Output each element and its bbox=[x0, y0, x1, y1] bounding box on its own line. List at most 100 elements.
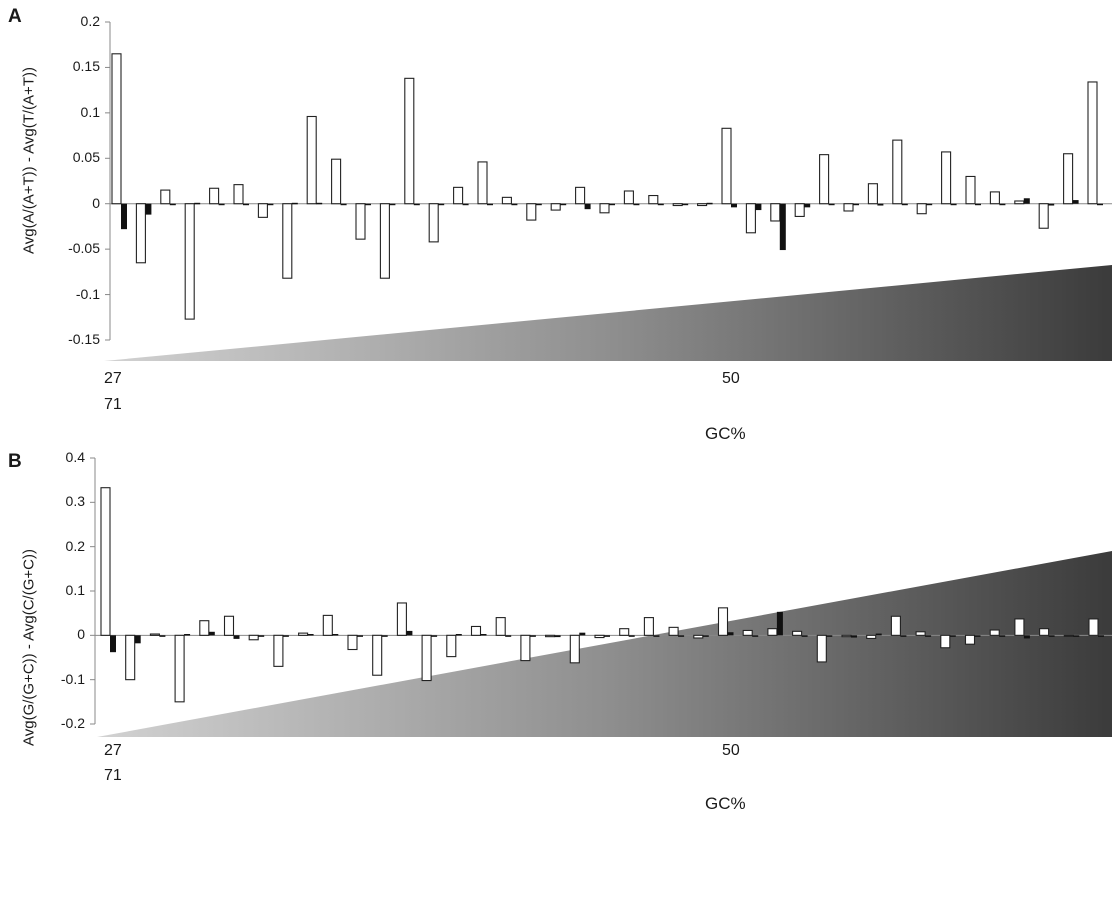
bar-black bbox=[480, 634, 487, 636]
y-tick-label: 0 bbox=[92, 194, 100, 211]
bar-black bbox=[233, 635, 240, 639]
bar-white bbox=[273, 634, 284, 667]
bar-black bbox=[653, 635, 660, 637]
bar-white bbox=[223, 615, 235, 636]
bar-white bbox=[941, 151, 952, 205]
bar-black bbox=[357, 635, 363, 637]
bar-white bbox=[693, 634, 704, 639]
bar-black bbox=[462, 203, 469, 206]
y-tick-label: 0.3 bbox=[65, 493, 85, 510]
y-tick-label: -0.1 bbox=[60, 670, 85, 687]
bar-white bbox=[1063, 153, 1074, 205]
bar-white bbox=[421, 634, 432, 682]
y-tick-label: 0.2 bbox=[80, 13, 100, 29]
bar-white bbox=[111, 53, 122, 205]
bar-black bbox=[584, 203, 591, 210]
bar-white bbox=[643, 617, 654, 636]
bar-black bbox=[218, 203, 225, 206]
bar-white bbox=[916, 203, 927, 215]
bar-black bbox=[381, 635, 388, 637]
bar-black bbox=[208, 631, 215, 636]
y-tick-label: 0.1 bbox=[80, 103, 100, 120]
bar-black bbox=[169, 203, 176, 206]
bar-white bbox=[989, 191, 1000, 205]
bar-white bbox=[841, 634, 852, 638]
bar-black bbox=[702, 635, 709, 637]
panel-letter: B bbox=[8, 451, 22, 472]
bar-black bbox=[1023, 198, 1030, 204]
bar-white bbox=[355, 203, 366, 240]
bar-white bbox=[819, 154, 830, 205]
panel-letter: A bbox=[8, 6, 22, 27]
y-tick-label: 0.05 bbox=[72, 149, 100, 166]
y-tick-label: 0.15 bbox=[72, 58, 100, 75]
gc-gradient-wedge bbox=[97, 551, 1112, 737]
bar-white bbox=[199, 620, 210, 636]
bar-white bbox=[965, 175, 976, 205]
bar-black bbox=[776, 611, 783, 636]
bar-white bbox=[717, 607, 729, 636]
bar-white bbox=[1063, 634, 1074, 637]
bar-white bbox=[149, 633, 160, 636]
bar-white bbox=[867, 183, 878, 205]
bar-black bbox=[110, 635, 116, 653]
bar-white bbox=[770, 203, 781, 222]
bar-white bbox=[915, 631, 926, 636]
bar-white bbox=[331, 158, 342, 205]
bar-black bbox=[949, 635, 956, 637]
bar-white bbox=[1014, 618, 1025, 636]
bar-white bbox=[184, 203, 195, 320]
bar-black bbox=[974, 635, 981, 637]
bar-black bbox=[1097, 203, 1103, 206]
bar-white bbox=[257, 203, 268, 218]
bar-white bbox=[477, 161, 488, 205]
gc-gradient-wedge bbox=[104, 265, 1112, 361]
x-tick-label-mid: 50 bbox=[722, 370, 740, 387]
bar-white bbox=[575, 186, 586, 205]
bar-black bbox=[628, 635, 635, 637]
panel-b: B Avg(G/(G+C)) - Avg(C/(G+C)) 27 71 50 G… bbox=[0, 447, 1112, 897]
bar-black bbox=[1048, 203, 1055, 206]
y-tick-label: 0.1 bbox=[65, 582, 85, 598]
bar-black bbox=[291, 202, 298, 205]
bar-white bbox=[672, 203, 683, 207]
bar-black bbox=[282, 635, 289, 637]
bar-white bbox=[396, 602, 407, 636]
bar-black bbox=[258, 635, 265, 637]
bar-white bbox=[372, 634, 383, 676]
bar-black bbox=[877, 203, 884, 206]
panel-a: A Avg(A/(A+T)) - Avg(T/(A+T)) 27 71 50 G… bbox=[8, 6, 1112, 443]
x-axis-label: GC% bbox=[705, 424, 746, 443]
bar-white bbox=[379, 203, 390, 279]
bar-black bbox=[431, 635, 438, 637]
x-tick-label-mid: 50 bbox=[722, 742, 740, 759]
bar-white bbox=[767, 628, 778, 636]
bar-black bbox=[316, 202, 323, 205]
bar-white bbox=[989, 629, 1000, 636]
bar-white bbox=[160, 189, 171, 205]
chart-a bbox=[104, 21, 1112, 361]
bar-black bbox=[999, 203, 1006, 206]
bar-black bbox=[511, 203, 518, 206]
y-tick-label: -0.05 bbox=[68, 240, 100, 257]
bar-black bbox=[134, 635, 141, 644]
bar-white bbox=[1039, 628, 1050, 636]
bar-white bbox=[526, 203, 537, 221]
bar-black bbox=[804, 203, 811, 208]
bar-black bbox=[194, 202, 201, 205]
bar-black bbox=[727, 632, 734, 636]
bar-black bbox=[307, 634, 314, 636]
bar-black bbox=[853, 203, 859, 206]
bar-black bbox=[950, 203, 957, 206]
bar-white bbox=[1087, 81, 1098, 205]
bar-white bbox=[347, 634, 358, 651]
bar-black bbox=[554, 635, 561, 638]
x-tick-label-start: 27 bbox=[104, 370, 122, 387]
bar-black bbox=[159, 635, 166, 637]
bar-white bbox=[1038, 203, 1049, 229]
bar-black bbox=[609, 203, 615, 206]
bar-black bbox=[438, 203, 445, 206]
bar-black bbox=[529, 635, 536, 637]
bar-white bbox=[794, 203, 805, 217]
bar-white bbox=[306, 115, 317, 205]
